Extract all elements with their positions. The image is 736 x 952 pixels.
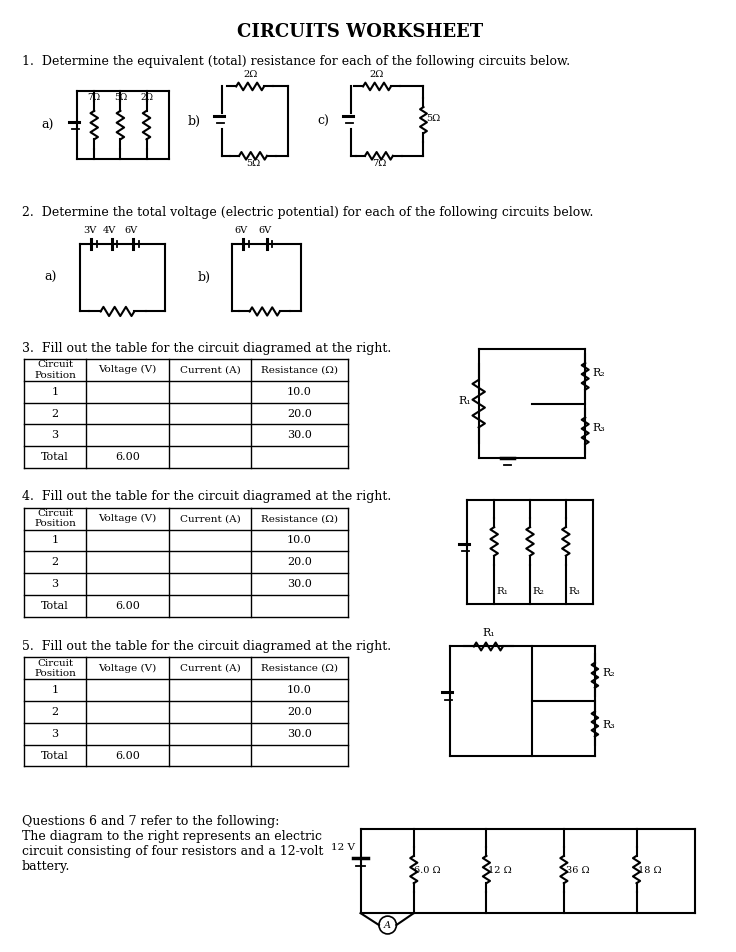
Text: Circuit
Position: Circuit Position — [34, 509, 76, 528]
Text: 20.0: 20.0 — [287, 557, 312, 567]
Text: CIRCUITS WORKSHEET: CIRCUITS WORKSHEET — [238, 23, 484, 41]
Text: Current (A): Current (A) — [180, 366, 241, 374]
Text: Current (A): Current (A) — [180, 664, 241, 673]
Text: 4V: 4V — [103, 227, 116, 235]
Text: Circuit
Position: Circuit Position — [34, 360, 76, 380]
Text: 3: 3 — [52, 579, 59, 589]
Text: Current (A): Current (A) — [180, 514, 241, 523]
Text: 6.0 Ω: 6.0 Ω — [414, 865, 441, 875]
Text: R₃: R₃ — [569, 587, 581, 596]
Text: R₂: R₂ — [533, 587, 545, 596]
Text: 30.0: 30.0 — [287, 728, 312, 739]
Text: 5.  Fill out the table for the circuit diagramed at the right.: 5. Fill out the table for the circuit di… — [21, 640, 391, 653]
Text: Voltage (V): Voltage (V) — [99, 514, 157, 524]
Text: 2Ω: 2Ω — [369, 69, 384, 78]
Text: 5Ω: 5Ω — [114, 93, 127, 102]
Text: 4.  Fill out the table for the circuit diagramed at the right.: 4. Fill out the table for the circuit di… — [21, 490, 391, 504]
Text: 7Ω: 7Ω — [372, 159, 386, 168]
Text: 6.00: 6.00 — [116, 601, 140, 611]
Text: 6.00: 6.00 — [116, 750, 140, 761]
Text: a): a) — [44, 271, 57, 285]
Text: Voltage (V): Voltage (V) — [99, 366, 157, 374]
Text: 18 Ω: 18 Ω — [638, 865, 662, 875]
Text: 6V: 6V — [235, 227, 248, 235]
Text: 5Ω: 5Ω — [426, 114, 440, 123]
Text: Resistance (Ω): Resistance (Ω) — [261, 664, 338, 673]
Text: Total: Total — [41, 601, 69, 611]
Text: 36 Ω: 36 Ω — [566, 865, 590, 875]
Text: Total: Total — [41, 750, 69, 761]
Text: 3.  Fill out the table for the circuit diagramed at the right.: 3. Fill out the table for the circuit di… — [21, 342, 391, 355]
Text: 1: 1 — [52, 685, 59, 695]
Text: Resistance (Ω): Resistance (Ω) — [261, 514, 338, 523]
Text: 1: 1 — [52, 535, 59, 545]
Text: c): c) — [318, 114, 330, 128]
Text: Circuit
Position: Circuit Position — [34, 659, 76, 678]
Text: 20.0: 20.0 — [287, 707, 312, 717]
Text: 2: 2 — [52, 557, 59, 567]
Text: R₁: R₁ — [459, 396, 472, 406]
Text: 2.  Determine the total voltage (electric potential) for each of the following c: 2. Determine the total voltage (electric… — [21, 206, 593, 219]
Text: R₁: R₁ — [482, 627, 495, 638]
Text: 20.0: 20.0 — [287, 408, 312, 419]
Text: b): b) — [188, 114, 201, 128]
Text: 10.0: 10.0 — [287, 387, 312, 397]
Text: R₁: R₁ — [497, 587, 509, 596]
Text: b): b) — [197, 271, 210, 285]
Text: 6V: 6V — [258, 227, 272, 235]
Text: 6.00: 6.00 — [116, 452, 140, 462]
Text: Questions 6 and 7 refer to the following:
The diagram to the right represents an: Questions 6 and 7 refer to the following… — [21, 815, 323, 873]
Text: 2Ω: 2Ω — [243, 69, 258, 78]
Text: 3: 3 — [52, 728, 59, 739]
Text: 2: 2 — [52, 408, 59, 419]
Text: 12 V: 12 V — [331, 843, 355, 852]
Text: 1.  Determine the equivalent (total) resistance for each of the following circui: 1. Determine the equivalent (total) resi… — [21, 55, 570, 69]
Text: 7Ω: 7Ω — [88, 93, 101, 102]
Text: 12 Ω: 12 Ω — [488, 865, 512, 875]
Text: 30.0: 30.0 — [287, 579, 312, 589]
Text: 2Ω: 2Ω — [140, 93, 153, 102]
Text: R₃: R₃ — [592, 423, 605, 433]
Text: R₃: R₃ — [602, 721, 615, 730]
Text: 5Ω: 5Ω — [246, 159, 260, 168]
Text: 6V: 6V — [124, 227, 138, 235]
Text: Total: Total — [41, 452, 69, 462]
Text: Voltage (V): Voltage (V) — [99, 664, 157, 673]
Text: Resistance (Ω): Resistance (Ω) — [261, 366, 338, 374]
Text: 3V: 3V — [82, 227, 96, 235]
Text: R₂: R₂ — [592, 368, 605, 378]
Text: A: A — [384, 921, 391, 929]
Text: 30.0: 30.0 — [287, 430, 312, 441]
Text: R₂: R₂ — [602, 668, 615, 678]
Text: 2: 2 — [52, 707, 59, 717]
Text: 10.0: 10.0 — [287, 535, 312, 545]
Text: 1: 1 — [52, 387, 59, 397]
Text: 10.0: 10.0 — [287, 685, 312, 695]
Text: a): a) — [41, 119, 54, 131]
Text: 3: 3 — [52, 430, 59, 441]
